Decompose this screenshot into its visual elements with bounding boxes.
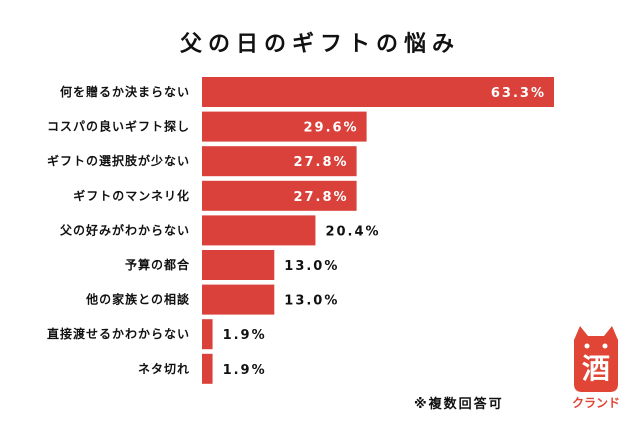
value-label: 20.4% (325, 224, 380, 239)
logo-text: クランド (571, 396, 620, 410)
value-label: 13.0% (284, 259, 339, 274)
category-label: 直接渡せるかわからない (47, 326, 190, 341)
footnote: ※複数回答可 (414, 397, 504, 412)
bar (202, 353, 213, 384)
logo-kanji: 酒 (582, 352, 610, 385)
bar (202, 250, 275, 280)
bar (202, 215, 316, 246)
cat-logo-icon: 酒 (574, 326, 618, 392)
value-label: 1.9% (223, 363, 267, 378)
chart-title: 父の日のギフトの悩み (179, 32, 460, 57)
category-label: ギフトの選択肢が少ない (47, 153, 190, 168)
bar (202, 146, 357, 177)
value-label: 13.0% (284, 294, 339, 309)
value-label: 29.6% (303, 121, 358, 136)
category-label: コスパの良いギフト探し (47, 119, 190, 134)
bar (202, 111, 367, 142)
bar (202, 319, 213, 350)
category-label: ギフトのマンネリ化 (73, 188, 190, 203)
category-label: ネタ切れ (138, 362, 190, 376)
value-label: 1.9% (223, 328, 267, 343)
category-label: 他の家族との相談 (85, 292, 190, 307)
bar (202, 180, 357, 211)
category-label: 予算の都合 (125, 257, 190, 272)
category-label: 何を贈るか決まらない (60, 84, 190, 99)
bar (202, 284, 275, 315)
category-label: 父の好みがわからない (59, 222, 190, 237)
value-label: 63.3% (491, 86, 546, 101)
value-label: 27.8% (293, 155, 348, 170)
bar (202, 77, 554, 107)
value-label: 27.8% (293, 190, 348, 205)
brand-logo: 酒 クランド (564, 322, 628, 416)
